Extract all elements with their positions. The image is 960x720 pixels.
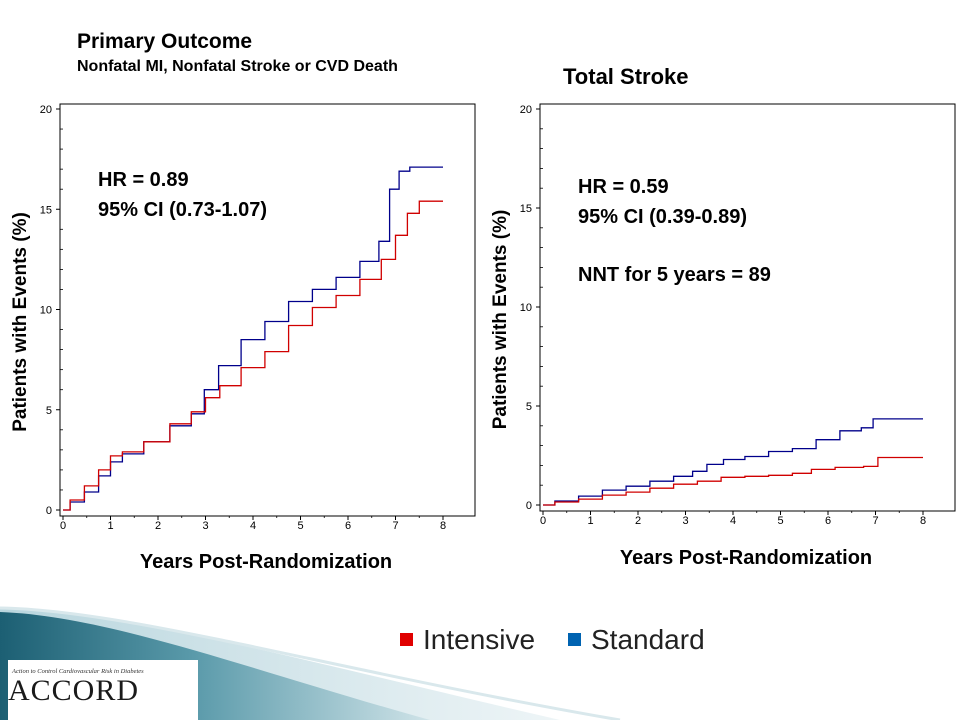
y-tick-label: 10 — [40, 305, 52, 317]
legend-standard-label: Standard — [591, 624, 705, 655]
primary-outcome-title: Primary Outcome — [77, 30, 253, 53]
series-line-intensive — [63, 200, 443, 511]
y-tick-label: 20 — [520, 104, 532, 116]
x-tick-label: 5 — [777, 515, 783, 527]
y-tick-label: 10 — [520, 302, 532, 314]
x-tick-label: 1 — [587, 515, 593, 527]
series-line-intensive — [543, 456, 923, 506]
primary-ci-annotation: 95% CI (0.73-1.07) — [98, 199, 267, 221]
primary-outcome-chart: 0 5 10 15 20 0 1 2 3 4 5 6 7 8 Years Post-Randomizatio… — [10, 103, 476, 573]
x-tick-label: 1 — [107, 520, 113, 532]
legend-standard: Standard — [568, 624, 705, 656]
series-line-standard — [63, 166, 443, 511]
x-axis-label: Years Post-Randomization — [140, 551, 392, 573]
x-tick-label: 7 — [392, 520, 398, 532]
x-tick-label: 0 — [60, 520, 66, 532]
x-tick-label: 8 — [440, 520, 446, 532]
primary-outcome-subtitle: Nonfatal MI, Nonfatal Stroke or CVD Deat… — [77, 58, 398, 75]
y-axis-label: Patients with Events (%) — [10, 212, 31, 432]
total-stroke-title: Total Stroke — [563, 64, 689, 89]
x-tick-label: 2 — [155, 520, 161, 532]
x-tick-label: 4 — [250, 520, 256, 532]
stroke-nnt-annotation: NNT for 5 years = 89 — [578, 264, 771, 286]
legend-standard-swatch — [568, 633, 581, 647]
x-tick-label: 8 — [920, 515, 926, 527]
logo-wordmark: ACCORD — [8, 674, 140, 707]
y-tick-label: 15 — [520, 203, 532, 215]
y-tick-label: 20 — [40, 104, 52, 116]
x-tick-label: 7 — [872, 515, 878, 527]
y-tick-label: 15 — [40, 204, 52, 216]
y-tick-label: 5 — [526, 401, 532, 413]
x-tick-label: 3 — [682, 515, 688, 527]
x-tick-label: 5 — [297, 520, 303, 532]
accord-logo: Action to Control Cardiovascular Risk in… — [8, 660, 198, 720]
x-tick-label: 3 — [202, 520, 208, 532]
y-tick-label: 0 — [46, 505, 52, 517]
x-tick-label: 0 — [540, 515, 546, 527]
stroke-hr-annotation: HR = 0.59 — [578, 176, 669, 198]
stroke-ci-annotation: 95% CI (0.39-0.89) — [578, 206, 747, 228]
legend-intensive: Intensive — [400, 624, 535, 656]
x-axis-label: Years Post-Randomization — [620, 547, 872, 569]
x-tick-label: 4 — [730, 515, 736, 527]
y-tick-label: 0 — [526, 500, 532, 512]
series-line-standard — [543, 418, 923, 506]
logo-tagline: Action to Control Cardiovascular Risk in… — [12, 668, 144, 675]
x-tick-label: 6 — [825, 515, 831, 527]
plot-frame — [539, 103, 956, 512]
primary-hr-annotation: HR = 0.89 — [98, 169, 189, 191]
y-axis-label: Patients with Events (%) — [490, 210, 511, 430]
y-tick-label: 5 — [46, 405, 52, 417]
legend-intensive-label: Intensive — [423, 624, 536, 655]
x-tick-label: 2 — [635, 515, 641, 527]
total-stroke-chart: 0 5 10 15 20 0 1 2 3 4 5 6 7 8 Years Post-Randomizatio… — [490, 103, 956, 569]
x-tick-label: 6 — [345, 520, 351, 532]
legend-intensive-swatch — [400, 633, 413, 647]
